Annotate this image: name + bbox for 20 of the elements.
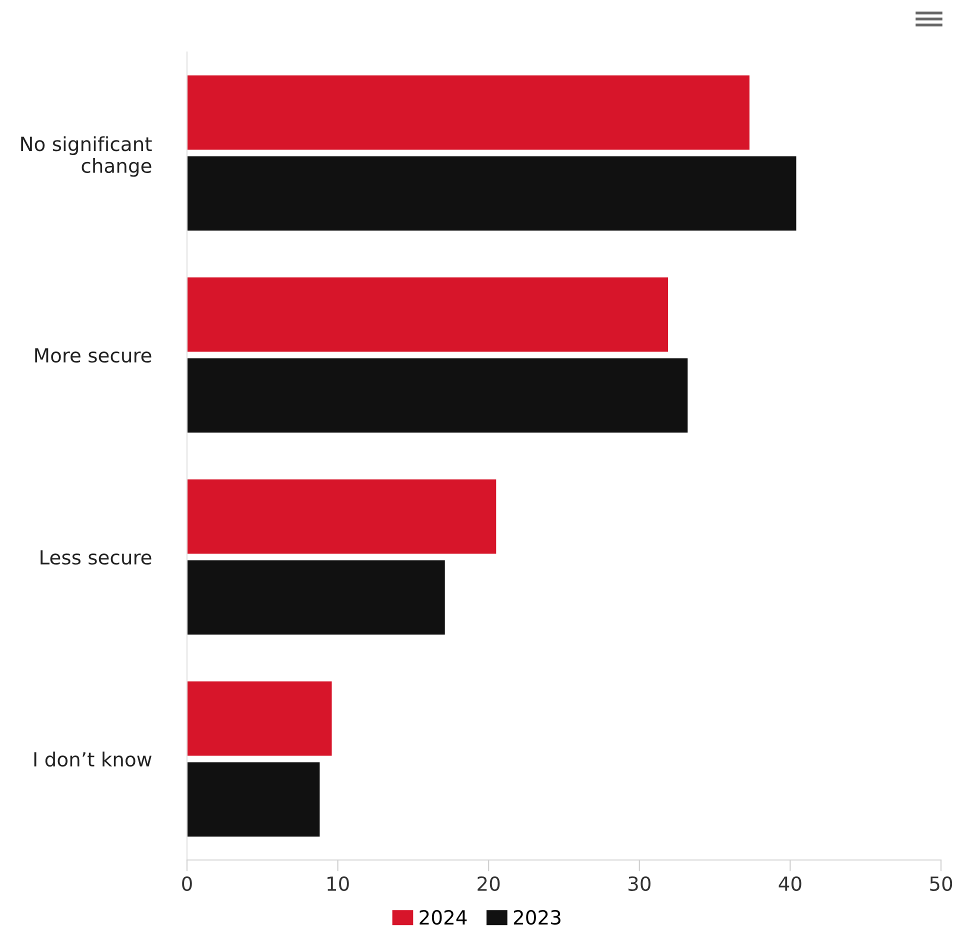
bar [187, 681, 332, 756]
y-tick-label: Less secure [40, 550, 152, 565]
legend-label: 2024 [420, 910, 467, 925]
bar [187, 277, 668, 352]
x-tick-label: 20 [478, 876, 500, 892]
bar [187, 156, 796, 231]
y-tick-label: No significant change [21, 136, 152, 177]
bar [187, 479, 496, 554]
x-tick-label: 30 [628, 876, 650, 892]
x-tick-label: 40 [778, 876, 802, 892]
legend-label: 2023 [514, 910, 560, 925]
y-tick-label: More secure [35, 348, 152, 363]
x-tick-label: 0 [182, 876, 192, 892]
bar [187, 762, 320, 837]
x-tick-label: 50 [930, 876, 952, 892]
bar [187, 560, 445, 635]
bar [187, 358, 688, 433]
y-tick-label: I don’t know [34, 752, 152, 767]
x-tick-label: 10 [328, 876, 349, 892]
bar [187, 75, 750, 150]
